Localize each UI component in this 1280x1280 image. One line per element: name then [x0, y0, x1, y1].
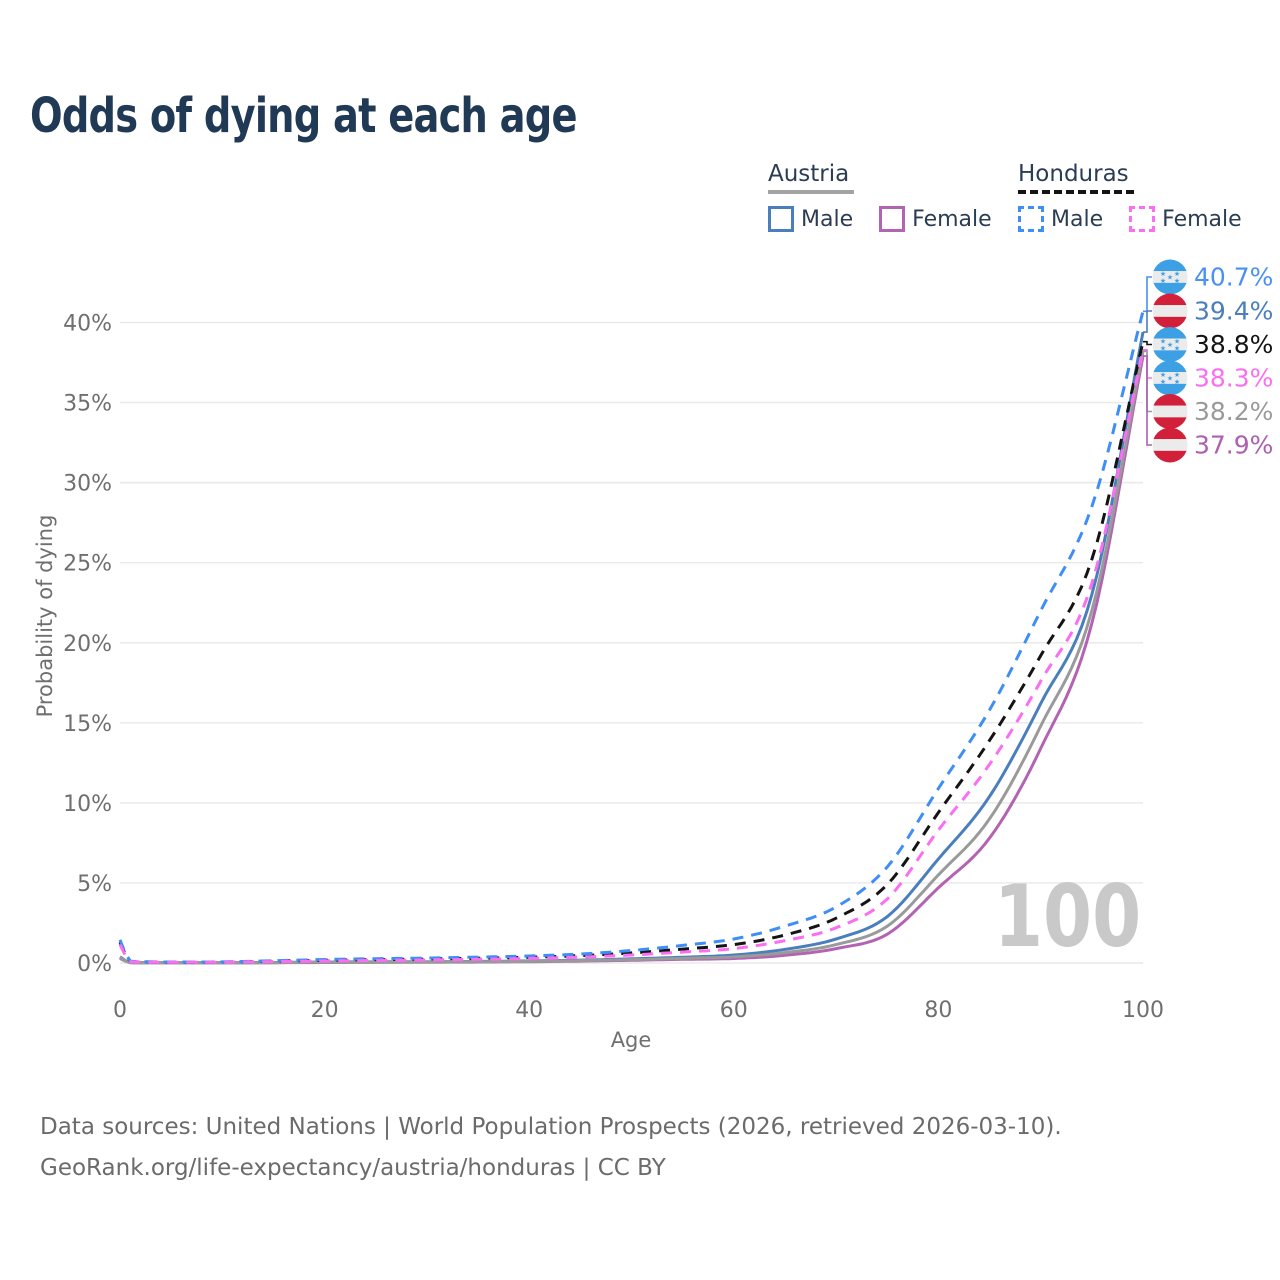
flag-star: ★	[1174, 277, 1180, 285]
flag-star: ★	[1174, 338, 1180, 346]
page-title: Odds of dying at each age	[30, 88, 577, 144]
x-tick-label: 100	[1122, 998, 1164, 1023]
legend-item-label: Female	[1162, 206, 1242, 232]
series-line-honduras[interactable]	[118, 341, 1145, 964]
legend-swatch-honduras-female	[1129, 206, 1156, 232]
y-tick-label: 40%	[63, 312, 112, 337]
legend-swatch-austria-male	[768, 206, 794, 232]
watermark-age-100: 100	[994, 866, 1141, 967]
x-tick-label: 60	[720, 998, 748, 1023]
legend-item-label: Male	[801, 206, 854, 232]
series-line-honduras-female[interactable]	[118, 349, 1145, 964]
series-line-austria-female[interactable]	[119, 355, 1145, 965]
y-tick-label: 10%	[63, 792, 112, 817]
end-label-value-austria: 38.2%	[1194, 397, 1273, 426]
flag-star: ★	[1174, 378, 1180, 386]
footer-line-2: GeoRank.org/life-expectancy/austria/hond…	[40, 1155, 666, 1181]
end-label-value-honduras-male: 40.7%	[1194, 263, 1273, 292]
flag-icon-honduras: ★ ★★★ ★	[1152, 360, 1188, 396]
y-tick-label: 15%	[63, 712, 112, 737]
legend-swatch-austria-female	[879, 206, 906, 232]
x-tick-label: 20	[311, 998, 339, 1023]
legend-underline-austria	[768, 190, 854, 194]
flag-star: ★	[1167, 341, 1173, 349]
legend-group-austria: Austria Male Female	[768, 161, 992, 232]
end-label-value-austria-male: 39.4%	[1194, 297, 1273, 326]
legend-swatch-honduras-male	[1018, 206, 1044, 232]
end-label-connector	[1143, 340, 1152, 346]
flag-star: ★	[1174, 371, 1180, 379]
y-tick-label: 35%	[63, 392, 112, 417]
flag-star: ★	[1160, 270, 1166, 278]
series-lines	[118, 310, 1145, 965]
y-axis-title: Probability of dying	[33, 514, 57, 718]
end-label-connector	[1143, 355, 1152, 446]
y-tick-label: 5%	[77, 872, 112, 897]
flag-star: ★	[1174, 345, 1180, 353]
flag-star: ★	[1167, 274, 1173, 282]
legend-group-title-honduras: Honduras	[1018, 161, 1129, 187]
end-labels: ★ ★★★ ★ 40.7%39.4%★ ★★★ ★ 38.8%★ ★★★ ★ 38.3%38.2%…	[1143, 259, 1273, 463]
y-tick-label: 0%	[77, 952, 112, 977]
y-tick-label: 30%	[63, 472, 112, 497]
end-label-value-honduras: 38.8%	[1194, 330, 1273, 359]
flag-star: ★	[1160, 338, 1166, 346]
footer-line-1: Data sources: United Nations | World Pop…	[40, 1114, 1062, 1140]
x-axis-title: Age	[610, 1028, 652, 1052]
flag-icon-austria	[1152, 427, 1188, 463]
flag-star: ★	[1160, 277, 1166, 285]
legend-item-austria-male[interactable]: Male	[768, 206, 853, 232]
series-line-austria-male[interactable]	[119, 331, 1145, 965]
y-tick-label: 20%	[63, 632, 112, 657]
legend-underline-honduras	[1018, 190, 1134, 194]
flag-icon-honduras: ★ ★★★ ★	[1152, 327, 1188, 362]
x-tick-label: 0	[113, 998, 127, 1023]
legend-item-label: Female	[912, 206, 992, 232]
footer: Data sources: United Nations | World Pop…	[40, 1107, 1062, 1189]
flag-star: ★	[1160, 371, 1166, 379]
flag-icon-honduras: ★ ★★★ ★	[1152, 259, 1188, 295]
flag-star: ★	[1167, 375, 1173, 383]
x-tick-label: 40	[515, 998, 543, 1023]
legend-item-austria-female[interactable]: Female	[879, 206, 992, 232]
gridlines	[120, 321, 1143, 964]
x-tick-label: 80	[924, 998, 952, 1023]
flag-star: ★	[1174, 270, 1180, 278]
legend-group-title-austria: Austria	[768, 161, 850, 187]
series-line-honduras-male[interactable]	[118, 310, 1145, 964]
legend-item-honduras-male[interactable]: Male	[1018, 206, 1103, 232]
legend-item-honduras-female[interactable]: Female	[1129, 206, 1242, 232]
flag-icon-austria	[1152, 293, 1188, 329]
flag-star: ★	[1160, 378, 1166, 386]
y-tick-label: 25%	[63, 552, 112, 577]
flag-star: ★	[1160, 345, 1166, 353]
axis-ticks: 0% 5% 10% 15% 20% 25% 30% 35% 40% 0 20 40 60 80 100	[63, 312, 1164, 1024]
flag-icon-austria	[1152, 394, 1188, 429]
series-line-austria[interactable]	[119, 351, 1145, 965]
legend-item-label: Male	[1051, 206, 1104, 232]
end-label-value-honduras-female: 38.3%	[1194, 364, 1273, 393]
end-label-value-austria-female: 37.9%	[1194, 431, 1273, 460]
end-label-connector	[1143, 310, 1152, 333]
end-label-connector	[1143, 276, 1152, 313]
legend-group-honduras: Honduras Male Female	[1018, 161, 1242, 232]
